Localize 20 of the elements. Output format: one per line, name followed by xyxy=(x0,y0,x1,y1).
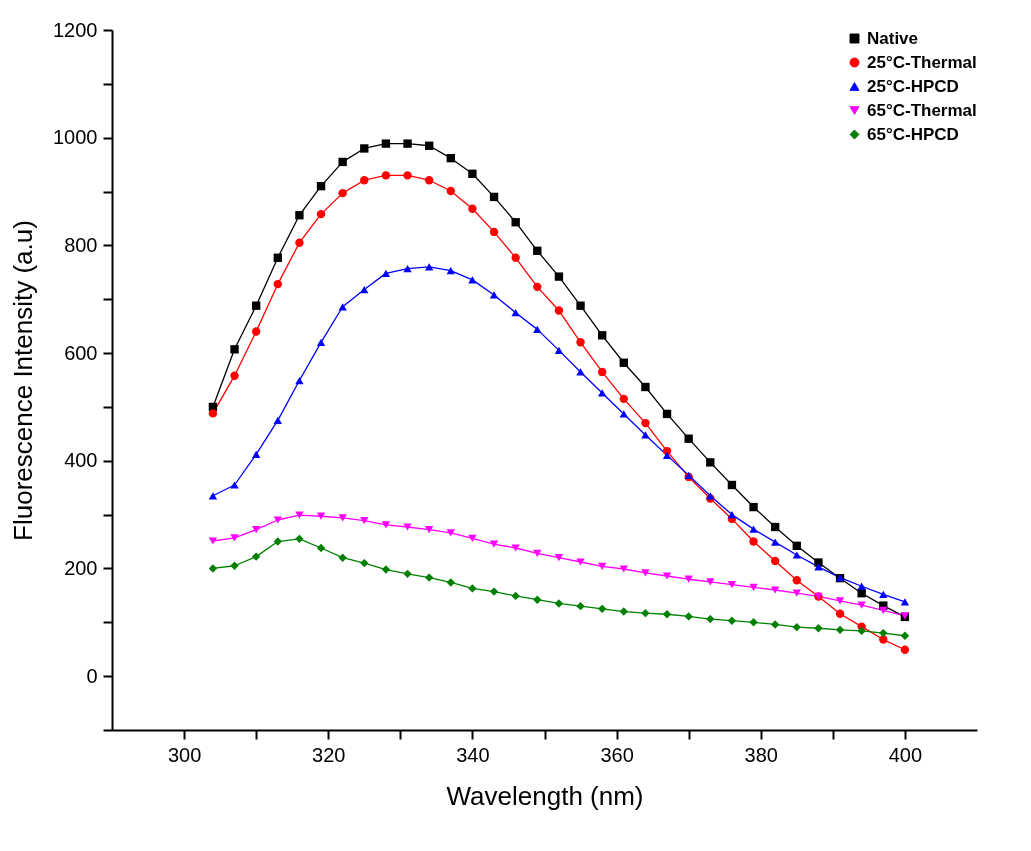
y-tick-label: 0 xyxy=(86,664,98,687)
x-tick-label: 320 xyxy=(312,743,346,766)
x-tick-label: 360 xyxy=(600,743,634,766)
x-tick-label: 380 xyxy=(744,743,778,766)
legend-label: 25°C-Thermal xyxy=(867,52,977,72)
legend-label: Native xyxy=(867,28,919,48)
x-tick-label: 400 xyxy=(888,743,923,766)
y-tick-label: 800 xyxy=(64,233,98,256)
legend-label: 25°C-HPCD xyxy=(867,76,959,96)
y-tick-label: 200 xyxy=(64,556,98,579)
y-tick-label: 1200 xyxy=(53,18,98,41)
x-axis-title: Wavelength (nm) xyxy=(446,780,644,811)
y-axis-title: Fluorescence Intensity (a.u) xyxy=(8,220,39,541)
legend-label: 65°C-HPCD xyxy=(867,124,959,144)
y-tick-label: 600 xyxy=(64,341,98,364)
y-tick-label: 400 xyxy=(64,449,98,472)
legend-label: 65°C-Thermal xyxy=(867,100,977,120)
x-tick-label: 300 xyxy=(167,743,202,766)
y-tick-label: 1000 xyxy=(53,126,98,149)
x-tick-label: 340 xyxy=(456,743,490,766)
